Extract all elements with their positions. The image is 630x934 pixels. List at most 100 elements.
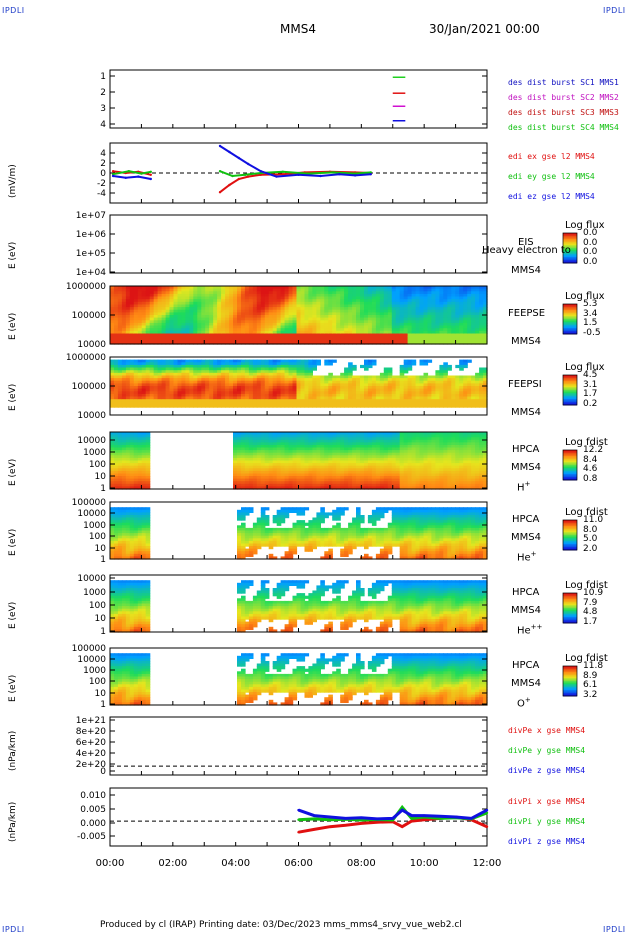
feepse-cell — [117, 301, 123, 305]
edi-ytick-label: 0 — [100, 169, 106, 179]
feepse-cell — [379, 301, 385, 305]
feepse-cell — [308, 317, 313, 321]
feepse-colorbar-value: -0.5 — [583, 327, 601, 338]
feepse-cell — [328, 304, 333, 308]
feepse-colorbar-cell — [563, 308, 577, 311]
feepse-cell — [157, 293, 163, 298]
feepse-cell — [375, 317, 381, 321]
feepse-cell — [451, 288, 456, 292]
feepsi-cell — [121, 386, 127, 390]
feepse-cell — [328, 286, 333, 290]
feepse-cell — [288, 320, 294, 324]
feepse-cell — [173, 341, 179, 345]
feepse-cell — [399, 309, 405, 313]
feepse-cell — [229, 315, 234, 319]
feepse-cell — [340, 301, 345, 305]
feepse-cell — [419, 304, 425, 308]
feepse-cell — [244, 328, 250, 332]
feepse-cell — [205, 286, 210, 290]
feepse-cell — [427, 330, 433, 334]
feepse-cell — [471, 328, 476, 332]
feepse-cell — [467, 315, 472, 319]
feepse-cell — [479, 328, 484, 332]
feepse-cell — [237, 341, 242, 345]
feepse-cell — [403, 299, 409, 303]
feepse-cell — [244, 325, 250, 329]
feepse-cell — [364, 296, 369, 300]
feepse-cell — [447, 317, 452, 321]
feepse-cell — [379, 328, 385, 332]
feepse-cell — [165, 307, 171, 311]
feepse-cell — [419, 286, 425, 290]
feepse-cell — [395, 304, 401, 308]
feepse-cell — [260, 307, 266, 311]
feepse-cell — [336, 336, 341, 340]
feepse-cell — [272, 286, 278, 290]
feepse-cell — [125, 291, 131, 295]
feepsi-cell — [121, 367, 127, 371]
feepse-cell — [141, 322, 147, 327]
feepse-cell — [332, 304, 337, 308]
feepse-cell — [308, 333, 313, 337]
feepse-cell — [133, 330, 139, 334]
feepse-cell — [233, 296, 238, 300]
feepse-cell — [284, 338, 290, 342]
feepse-cell — [153, 301, 159, 305]
feepse-ytick-label: 100000 — [72, 311, 107, 321]
feepse-cell — [153, 341, 159, 345]
feepse-cell — [463, 296, 468, 300]
feepse-cell — [443, 322, 448, 327]
feepse-cell — [296, 317, 302, 321]
feepse-cell — [252, 288, 258, 292]
feepse-cell — [153, 307, 159, 311]
feepse-cell — [344, 307, 349, 311]
feepse-cell — [300, 301, 306, 305]
feepse-cell — [117, 312, 123, 316]
feepse-cell — [391, 341, 397, 345]
feepse-cell — [439, 301, 444, 305]
feepsi-cell — [125, 378, 131, 382]
feepse-cell — [371, 325, 377, 329]
feepse-cell — [173, 296, 179, 300]
feepse-cell — [340, 320, 345, 324]
feepse-cell — [117, 330, 123, 334]
feepse-cell — [248, 322, 254, 327]
feepse-cell — [165, 312, 171, 316]
feepse-cell — [137, 328, 143, 332]
feepse-cell — [280, 336, 286, 340]
feepse-cell — [256, 338, 262, 342]
feepse-cell — [197, 330, 202, 334]
feepse-cell — [141, 286, 147, 290]
feepse-cell — [340, 315, 345, 319]
feepse-cell — [189, 307, 194, 311]
feepse-cell — [137, 301, 143, 305]
feepse-cell — [316, 291, 321, 295]
feepse-cell — [260, 322, 266, 327]
feepse-cell — [213, 328, 218, 332]
feepse-cell — [344, 341, 349, 345]
feepse-cell — [360, 296, 365, 300]
feepsi-cell — [121, 383, 127, 387]
feepse-cell — [403, 309, 409, 313]
feepse-cell — [352, 307, 357, 311]
feepse-cell — [205, 317, 210, 321]
feepse-cell — [241, 299, 246, 303]
feepse-cell — [336, 301, 341, 305]
feepse-cell — [415, 304, 421, 308]
feepse-cell — [165, 325, 171, 329]
feepse-cell — [451, 315, 456, 319]
feepse-cell — [284, 333, 290, 337]
feepse-cell — [383, 341, 389, 345]
feepse-cell — [383, 309, 389, 313]
feepse-cell — [411, 341, 417, 345]
feepse-cell — [387, 338, 393, 342]
feepse-cell — [141, 341, 147, 345]
feepse-colorbar-cell — [563, 326, 577, 329]
edi-point — [259, 170, 262, 173]
feepse-cell — [292, 309, 298, 313]
feepse-cell — [364, 304, 369, 308]
feepse-cell — [260, 299, 266, 303]
feepse-cell — [320, 325, 325, 329]
